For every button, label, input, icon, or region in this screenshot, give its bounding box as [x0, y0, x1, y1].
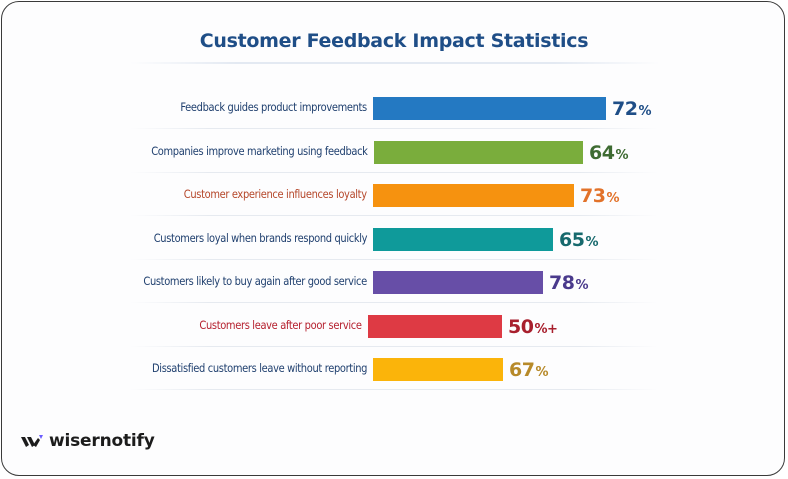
category-label: Customer experience influences loyalty [184, 187, 367, 201]
value-label: 73% [580, 185, 619, 207]
value-number: 65 [559, 228, 585, 251]
row-divider [130, 258, 658, 260]
bar [373, 184, 574, 207]
value-label: 65% [559, 229, 598, 251]
wisernotify-logo-icon [21, 435, 43, 447]
value-number: 67 [509, 359, 535, 381]
category-label: Customers likely to buy again after good… [143, 274, 368, 288]
category-label: Companies improve marketing using feedba… [151, 143, 369, 158]
category-label: Customers loyal when brands respond quic… [153, 230, 368, 245]
bar [373, 358, 503, 381]
category-label: Dissatisfied customers leave without rep… [151, 361, 367, 375]
value-suffix: % [535, 365, 548, 380]
category-label: Customers leave after poor service [199, 317, 363, 332]
row-divider [130, 128, 658, 129]
row-divider [130, 345, 658, 347]
value-number: 78 [549, 272, 575, 294]
value-suffix: % [606, 191, 619, 206]
value-label: 50%+ [508, 315, 558, 338]
value-label: 64% [589, 142, 628, 164]
brand-logo: wisernotify [20, 431, 155, 451]
bar [373, 97, 606, 120]
value-suffix: %+ [534, 321, 558, 337]
bar [368, 314, 502, 338]
value-number: 50 [508, 315, 534, 338]
value-suffix: % [585, 234, 598, 250]
value-suffix: % [575, 278, 588, 293]
bar [374, 140, 583, 164]
row-divider [130, 215, 658, 216]
title-divider [130, 62, 660, 64]
category-label: Feedback guides product improvements [180, 100, 367, 114]
value-number: 64 [589, 141, 615, 164]
bar [373, 227, 553, 251]
row-divider [130, 302, 658, 303]
value-label: 78% [549, 272, 588, 294]
value-label: 72% [612, 98, 651, 120]
row-divider [130, 389, 658, 390]
value-number: 73 [580, 185, 606, 207]
chart-title: Customer Feedback Impact Statistics [199, 30, 589, 52]
value-number: 72 [612, 98, 638, 120]
bar [373, 271, 543, 294]
value-suffix: % [615, 147, 628, 163]
value-suffix: % [638, 104, 651, 119]
value-label: 67% [509, 359, 548, 381]
brand-name: wisernotify [49, 431, 155, 451]
row-divider [130, 171, 658, 173]
